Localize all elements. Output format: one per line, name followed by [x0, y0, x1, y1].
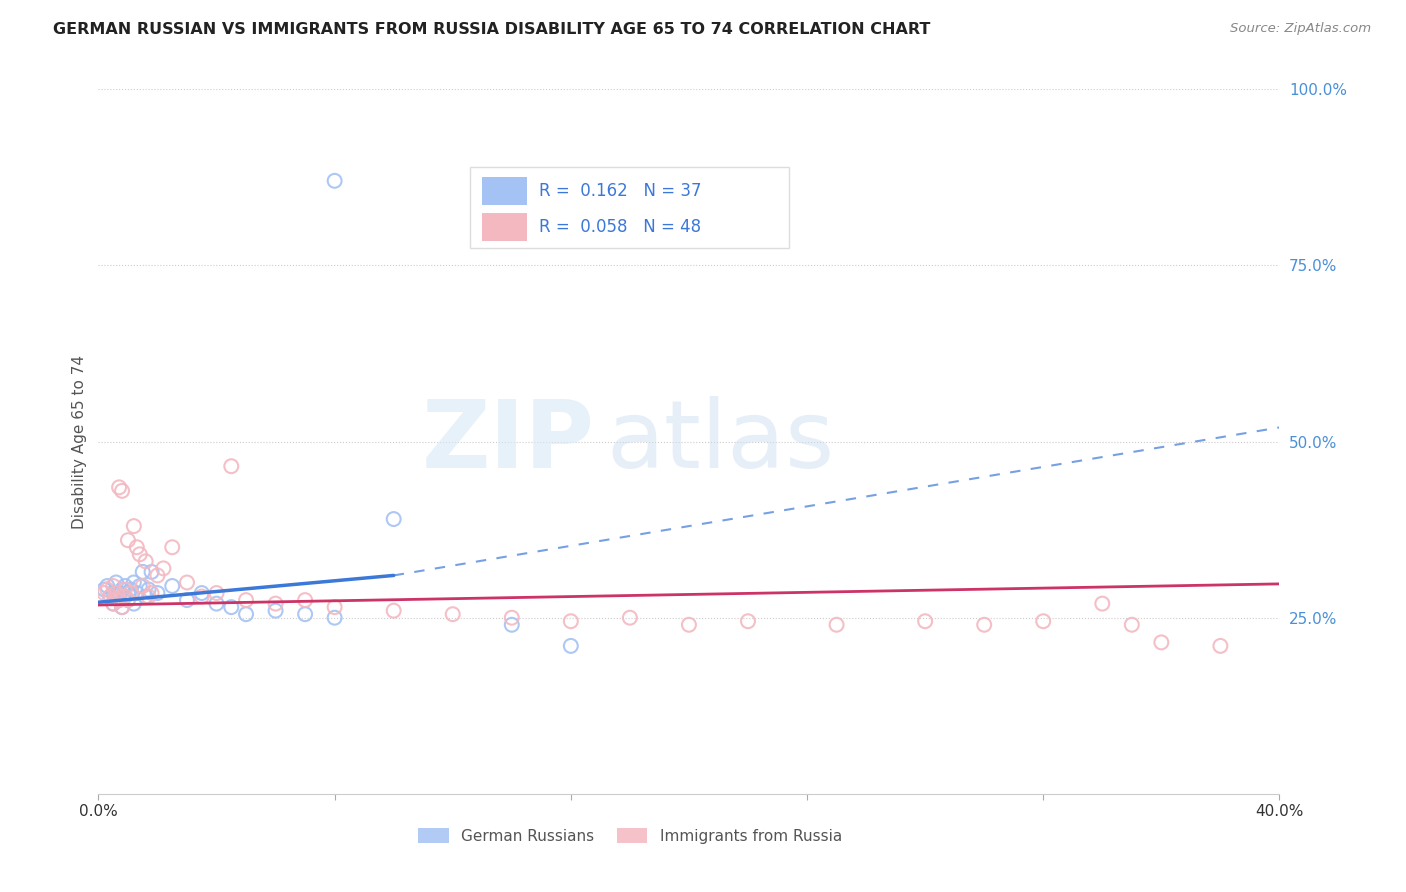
- Point: [105, 586, 128, 600]
- Point: [135, 590, 157, 604]
- Point: [294, 607, 316, 622]
- Point: [111, 600, 134, 615]
- Point: [108, 593, 131, 607]
- Point: [141, 586, 163, 600]
- Point: [176, 575, 198, 590]
- Point: [973, 617, 995, 632]
- Point: [108, 480, 131, 494]
- Point: [135, 554, 157, 568]
- Point: [205, 586, 228, 600]
- Point: [120, 586, 142, 600]
- Point: [501, 610, 523, 624]
- Point: [162, 579, 183, 593]
- Point: [235, 593, 257, 607]
- Point: [191, 590, 214, 604]
- Point: [138, 582, 160, 597]
- Point: [108, 593, 131, 607]
- Y-axis label: Disability Age 65 to 74: Disability Age 65 to 74: [72, 354, 87, 529]
- Point: [264, 597, 287, 611]
- Point: [1209, 639, 1232, 653]
- Point: [162, 541, 183, 555]
- Point: [125, 586, 148, 600]
- Point: [114, 582, 136, 597]
- Text: R =  0.162   N = 37: R = 0.162 N = 37: [538, 182, 702, 201]
- Point: [1150, 635, 1173, 649]
- Point: [191, 586, 214, 600]
- Point: [111, 600, 134, 615]
- Point: [105, 575, 128, 590]
- Point: [1121, 617, 1143, 632]
- Point: [235, 607, 257, 622]
- Point: [120, 582, 142, 597]
- Point: [93, 586, 115, 600]
- Point: [914, 614, 936, 628]
- Point: [1091, 597, 1114, 611]
- Text: GERMAN RUSSIAN VS IMMIGRANTS FROM RUSSIA DISABILITY AGE 65 TO 74 CORRELATION CHA: GERMAN RUSSIAN VS IMMIGRANTS FROM RUSSIA…: [53, 22, 931, 37]
- Text: R =  0.058   N = 48: R = 0.058 N = 48: [538, 218, 702, 235]
- Point: [96, 579, 118, 593]
- Point: [825, 617, 848, 632]
- Point: [323, 610, 346, 624]
- Point: [146, 568, 169, 582]
- Point: [294, 593, 316, 607]
- Point: [132, 579, 155, 593]
- Point: [117, 593, 139, 607]
- Point: [382, 604, 405, 618]
- Point: [122, 597, 145, 611]
- Point: [103, 597, 125, 611]
- Point: [103, 586, 125, 600]
- Point: [114, 590, 136, 604]
- FancyBboxPatch shape: [482, 212, 527, 241]
- Legend: German Russians, Immigrants from Russia: German Russians, Immigrants from Russia: [412, 822, 848, 850]
- Point: [98, 590, 121, 604]
- Point: [737, 614, 759, 628]
- Point: [221, 600, 243, 615]
- Text: Source: ZipAtlas.com: Source: ZipAtlas.com: [1230, 22, 1371, 36]
- Text: atlas: atlas: [606, 395, 835, 488]
- Point: [619, 610, 641, 624]
- Point: [176, 593, 198, 607]
- Point: [111, 582, 134, 597]
- Point: [122, 519, 145, 533]
- Point: [221, 459, 243, 474]
- Point: [122, 575, 145, 590]
- Point: [323, 600, 346, 615]
- Point: [114, 590, 136, 604]
- Point: [560, 614, 582, 628]
- Point: [103, 597, 125, 611]
- Point: [117, 533, 139, 548]
- Point: [152, 561, 174, 575]
- Point: [141, 565, 163, 579]
- FancyBboxPatch shape: [471, 167, 789, 248]
- Point: [96, 582, 118, 597]
- Point: [103, 579, 125, 593]
- FancyBboxPatch shape: [482, 178, 527, 205]
- Point: [108, 586, 131, 600]
- Point: [98, 590, 121, 604]
- Point: [132, 565, 155, 579]
- Point: [93, 582, 115, 597]
- Point: [117, 593, 139, 607]
- Point: [678, 617, 700, 632]
- Point: [205, 597, 228, 611]
- Point: [323, 174, 346, 188]
- Point: [128, 579, 150, 593]
- Point: [114, 579, 136, 593]
- Point: [382, 512, 405, 526]
- Point: [560, 639, 582, 653]
- Point: [501, 617, 523, 632]
- Point: [138, 590, 160, 604]
- Text: ZIP: ZIP: [422, 395, 595, 488]
- Point: [117, 586, 139, 600]
- Point: [128, 547, 150, 561]
- Point: [264, 604, 287, 618]
- Point: [146, 586, 169, 600]
- Point: [1032, 614, 1054, 628]
- Point: [111, 483, 134, 498]
- Point: [441, 607, 464, 622]
- Point: [125, 541, 148, 555]
